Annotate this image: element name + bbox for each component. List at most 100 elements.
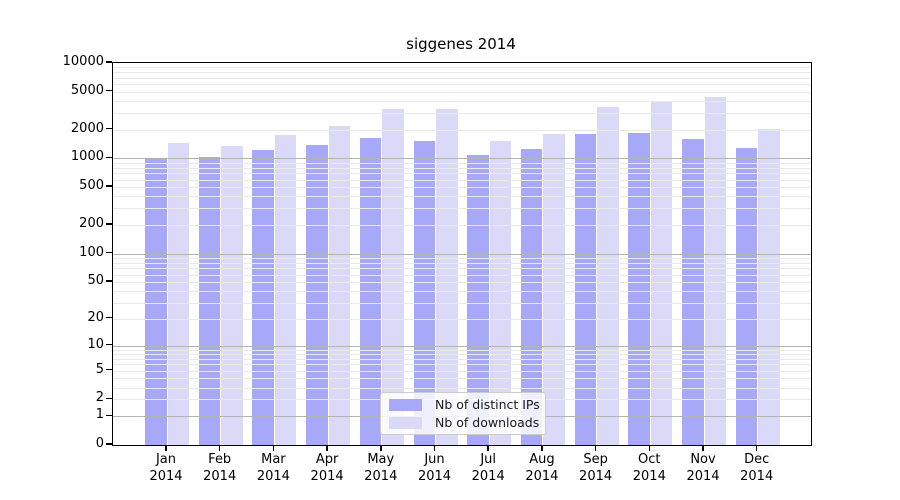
minor-gridline (113, 225, 811, 227)
x-tick-label-aug: Aug 2014 (525, 452, 559, 484)
bar-nov-distinct-ips (682, 139, 704, 445)
minor-gridline (113, 100, 811, 102)
legend-swatch-distinct-ips (389, 398, 422, 411)
y-tick-mark (106, 89, 112, 92)
minor-gridline (113, 302, 811, 304)
minor-gridline (113, 112, 811, 114)
bar-jan-distinct-ips (145, 158, 167, 445)
minor-gridline (113, 318, 811, 320)
minor-gridline (113, 196, 811, 198)
x-tick-label-jun: Jun 2014 (417, 452, 452, 484)
legend-label-downloads: Nb of downloads (435, 415, 540, 430)
bar-dec-downloads (758, 129, 780, 445)
legend-item-downloads: Nb of downloads (381, 415, 545, 430)
minor-gridline (113, 387, 811, 389)
minor-gridline (113, 67, 811, 69)
x-tick-label-dec: Dec 2014 (740, 452, 774, 484)
x-tick-mark (541, 445, 543, 451)
minor-gridline (113, 167, 811, 169)
x-tick-label-oct: Oct 2014 (632, 452, 666, 484)
y-tick-label: 500 (79, 178, 104, 194)
y-tick-mark (106, 223, 112, 225)
minor-gridline (113, 208, 811, 210)
y-tick-label: 2000 (70, 120, 104, 136)
minor-gridline (113, 179, 811, 181)
y-tick-label: 5 (95, 361, 104, 377)
bars-layer (113, 63, 811, 445)
y-tick-label: 1 (95, 407, 104, 423)
legend-swatch-downloads (389, 416, 422, 429)
x-tick-mark (433, 445, 436, 451)
x-tick-mark (380, 445, 382, 451)
x-tick-label-feb: Feb 2014 (203, 452, 237, 484)
y-tick-label: 2 (95, 390, 104, 406)
minor-gridline (113, 187, 811, 189)
x-tick-mark (755, 445, 758, 451)
minor-gridline (113, 162, 811, 164)
y-tick-mark (106, 316, 112, 319)
minor-gridline (113, 290, 811, 292)
minor-gridline (113, 262, 811, 264)
bar-nov-downloads (704, 96, 726, 445)
bar-jan-downloads (167, 143, 189, 445)
bar-may-downloads (382, 108, 404, 445)
bar-aug-downloads (543, 133, 565, 445)
minor-gridline (113, 274, 811, 276)
minor-gridline (113, 378, 811, 380)
bar-oct-distinct-ips (628, 132, 650, 445)
x-tick-mark (648, 445, 651, 451)
minor-gridline (113, 91, 811, 93)
minor-gridline (113, 268, 811, 270)
minor-gridline (113, 353, 811, 355)
bar-feb-downloads (221, 146, 243, 445)
y-tick-mark (106, 343, 112, 346)
major-gridline (113, 253, 811, 255)
x-tick-label-mar: Mar 2014 (256, 452, 290, 484)
minor-gridline (113, 173, 811, 175)
x-tick-label-may: May 2014 (364, 452, 398, 484)
bar-apr-downloads (328, 126, 351, 445)
x-tick-label-nov: Nov 2014 (686, 452, 720, 484)
plot-area: Nb of distinct IPs Nb of downloads (112, 62, 812, 446)
x-tick-mark (165, 445, 167, 451)
y-tick-mark (106, 156, 112, 159)
bar-jun-downloads (436, 109, 458, 445)
y-tick-label: 50 (87, 272, 104, 288)
x-tick-label-apr: Apr 2014 (310, 452, 344, 484)
y-tick-label: 200 (79, 216, 104, 232)
major-gridline (113, 345, 811, 347)
y-tick-label: 5000 (70, 82, 104, 98)
minor-gridline (113, 358, 811, 360)
x-tick-label-sep: Sep 2014 (579, 452, 613, 484)
legend: Nb of distinct IPs Nb of downloads (380, 392, 546, 435)
bar-jun-distinct-ips (413, 140, 435, 445)
bar-sep-downloads (597, 107, 619, 445)
bar-mar-downloads (274, 134, 297, 445)
y-tick-mark (106, 280, 112, 282)
y-tick-mark (106, 251, 112, 254)
bar-jul-distinct-ips (467, 154, 489, 445)
x-tick-mark (702, 445, 704, 451)
x-tick-mark (272, 445, 275, 451)
x-tick-mark (487, 445, 489, 451)
minor-gridline (113, 72, 811, 74)
minor-gridline (113, 281, 811, 283)
x-tick-label-jan: Jan 2014 (149, 452, 183, 484)
legend-item-distinct-ips: Nb of distinct IPs (381, 397, 545, 412)
x-tick-mark (326, 445, 328, 451)
minor-gridline (113, 77, 811, 79)
chart-title: siggenes 2014 (406, 35, 516, 53)
minor-gridline (113, 364, 811, 366)
x-tick-label-jul: Jul 2014 (471, 452, 505, 484)
y-tick-label: 100 (79, 244, 104, 260)
minor-gridline (113, 257, 811, 259)
y-tick-mark (106, 185, 112, 187)
bar-feb-distinct-ips (198, 156, 221, 445)
major-gridline (113, 158, 811, 160)
x-tick-mark (218, 445, 221, 451)
minor-gridline (113, 349, 811, 351)
y-tick-mark (106, 127, 112, 130)
y-tick-label: 10 (87, 336, 104, 352)
minor-gridline (113, 84, 811, 86)
y-tick-mark (106, 443, 112, 445)
